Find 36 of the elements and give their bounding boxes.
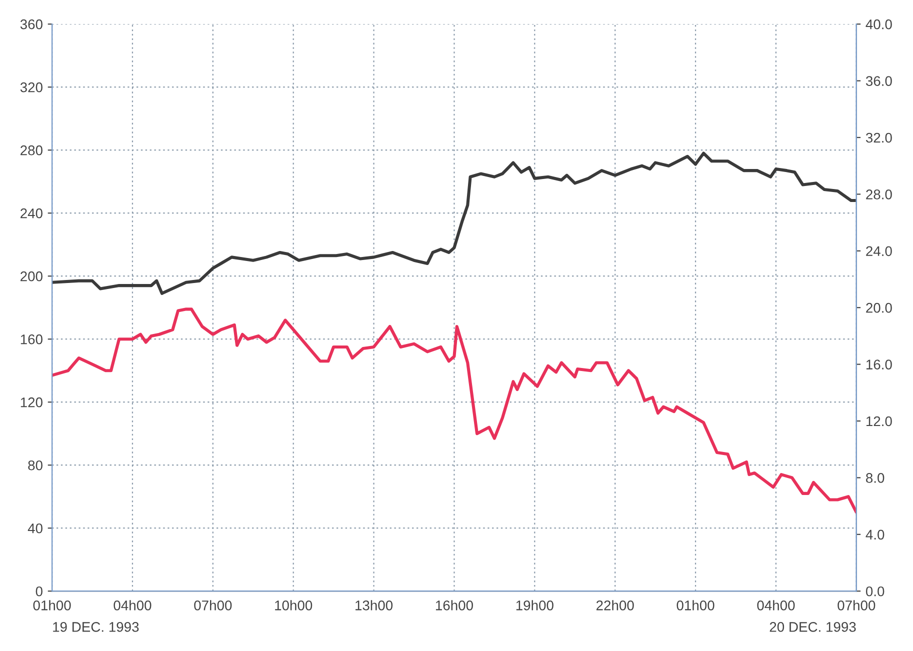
- line-series: [52, 152, 856, 295]
- x-tick-label: 16h00: [436, 600, 473, 610]
- line-series: [52, 308, 856, 514]
- y-tick-label: 80: [28, 460, 42, 470]
- text: 19 DEC. 1993: [53, 622, 139, 632]
- y-tick-label: 280: [20, 145, 42, 156]
- y2-tick-label: 0.0: [866, 586, 884, 596]
- y2-tick-label: 32.0: [866, 132, 892, 143]
- x-tick-label: 13h00: [356, 600, 393, 610]
- y2-tick-label: 20.0: [866, 302, 892, 313]
- y-tick-label: 240: [20, 208, 42, 218]
- y-tick-label: 0: [36, 586, 42, 596]
- x-tick-label: 19h00: [516, 600, 554, 610]
- y-tick-label: 120: [20, 397, 42, 408]
- y2-tick-label: 24.0: [866, 246, 892, 256]
- x-tick-label: 01h00: [33, 600, 71, 610]
- x-tick-label: 10h00: [275, 600, 312, 610]
- y2-tick-label: 12.0: [866, 416, 892, 426]
- text: 20 DEC. 1993: [770, 622, 856, 632]
- y2-tick-label: 4.0: [866, 530, 884, 540]
- x-tick-label: 04h00: [757, 600, 795, 610]
- y2-tick-label: 40.0: [866, 19, 892, 30]
- x-tick-label: 07h00: [838, 600, 876, 610]
- y-tick-label: 360: [20, 19, 42, 30]
- x-tick-label: 07h00: [194, 600, 232, 610]
- y-tick-label: 160: [20, 334, 42, 344]
- y2-tick-label: 36.0: [866, 76, 892, 86]
- x-tick-label: 04h00: [114, 600, 152, 610]
- y2-tick-label: 8.0: [866, 473, 884, 483]
- x-tick-label: 01h00: [676, 600, 714, 610]
- y-tick-label: 320: [20, 82, 42, 92]
- x-tick-label: 22h00: [596, 600, 634, 610]
- y2-tick-label: 28.0: [866, 190, 892, 200]
- y2-tick-label: 16.0: [866, 360, 892, 370]
- y-tick-label: 40: [28, 523, 42, 534]
- y-tick-label: 200: [20, 271, 42, 282]
